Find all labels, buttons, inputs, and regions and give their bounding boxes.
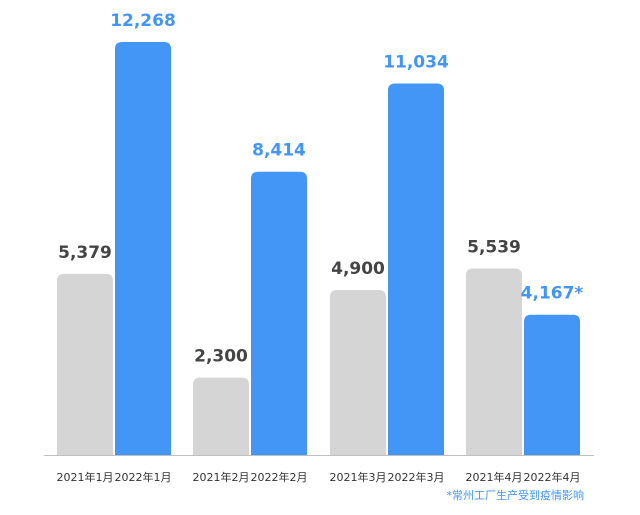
bar-2021年4月 [466,268,522,455]
bar-2022年2月 [251,171,307,456]
tick-label-2021年1月: 2021年1月 [57,470,114,484]
bar-2022年4月 [524,314,580,455]
value-label-2022年2月: 8,414 [252,141,306,161]
tick-label-2021年4月: 2021年4月 [466,470,523,484]
tick-label-2022年4月: 2022年4月 [524,470,581,484]
bar-2022年3月 [388,83,444,455]
bar-2021年1月 [57,273,113,455]
bar-2022年1月 [115,42,171,455]
footnote: *常州工厂生产受到疫情影响 [447,488,585,502]
tick-label-2022年2月: 2022年2月 [251,470,308,484]
value-label-2022年3月: 11,034 [383,53,449,73]
tick-label-2021年2月: 2021年2月 [193,470,250,484]
tick-label-2022年1月: 2022年1月 [115,470,172,484]
bar-2021年2月 [193,377,249,455]
value-label-2021年2月: 2,300 [194,347,248,367]
tick-label-2022年3月: 2022年3月 [388,470,445,484]
value-label-2022年1月: 12,268 [110,11,176,31]
value-label-2021年3月: 4,900 [331,259,385,279]
value-label-2021年4月: 5,539 [467,238,521,258]
bar-2021年3月 [330,290,386,455]
tick-label-2021年3月: 2021年3月 [330,470,387,484]
value-label-2021年1月: 5,379 [58,243,112,263]
value-label-2022年4月: 4,167* [521,284,584,304]
